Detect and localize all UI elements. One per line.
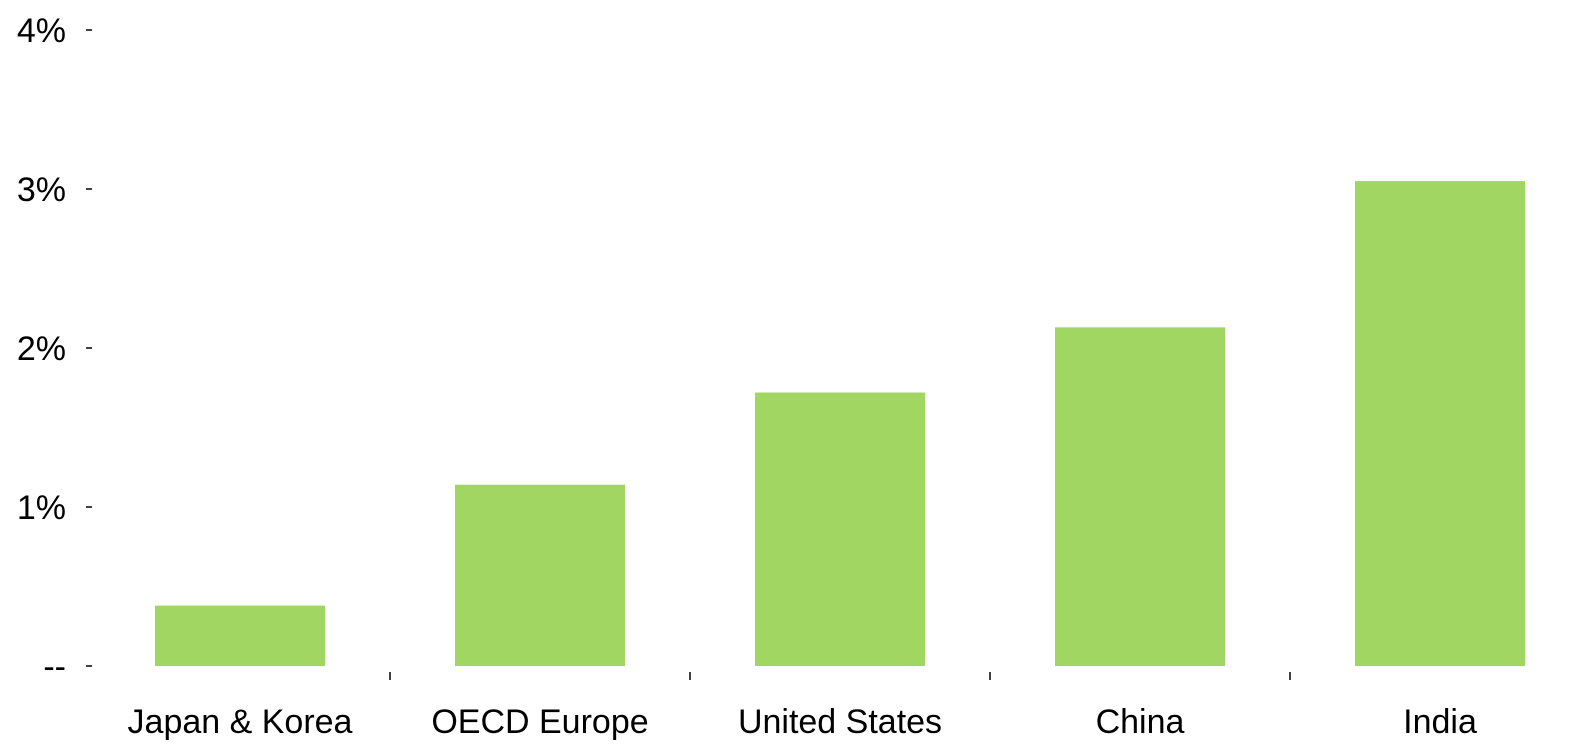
y-axis: 4% 3% 2% 1% -- [17,12,92,686]
x-tick-label: Japan & Korea [128,703,353,741]
bar-china [1055,327,1225,666]
x-tick-label: OECD Europe [431,703,648,741]
y-tick-label: 2% [17,330,66,368]
y-tick-label: 1% [17,489,66,527]
x-tick-label: China [1096,703,1185,741]
y-tick-label: 3% [17,171,66,209]
bar-oecd-europe [455,484,625,666]
x-axis: Japan & Korea OECD Europe United States Chi… [128,672,1477,741]
bar-india [1355,181,1525,667]
y-tick-label: -- [43,648,66,686]
bar-japan-korea [155,605,325,666]
x-tick-label: India [1403,703,1477,741]
x-tick-label: United States [738,703,942,741]
bar-united-states [755,392,925,666]
y-tick-label: 4% [17,12,66,50]
bars-group [155,181,1525,667]
